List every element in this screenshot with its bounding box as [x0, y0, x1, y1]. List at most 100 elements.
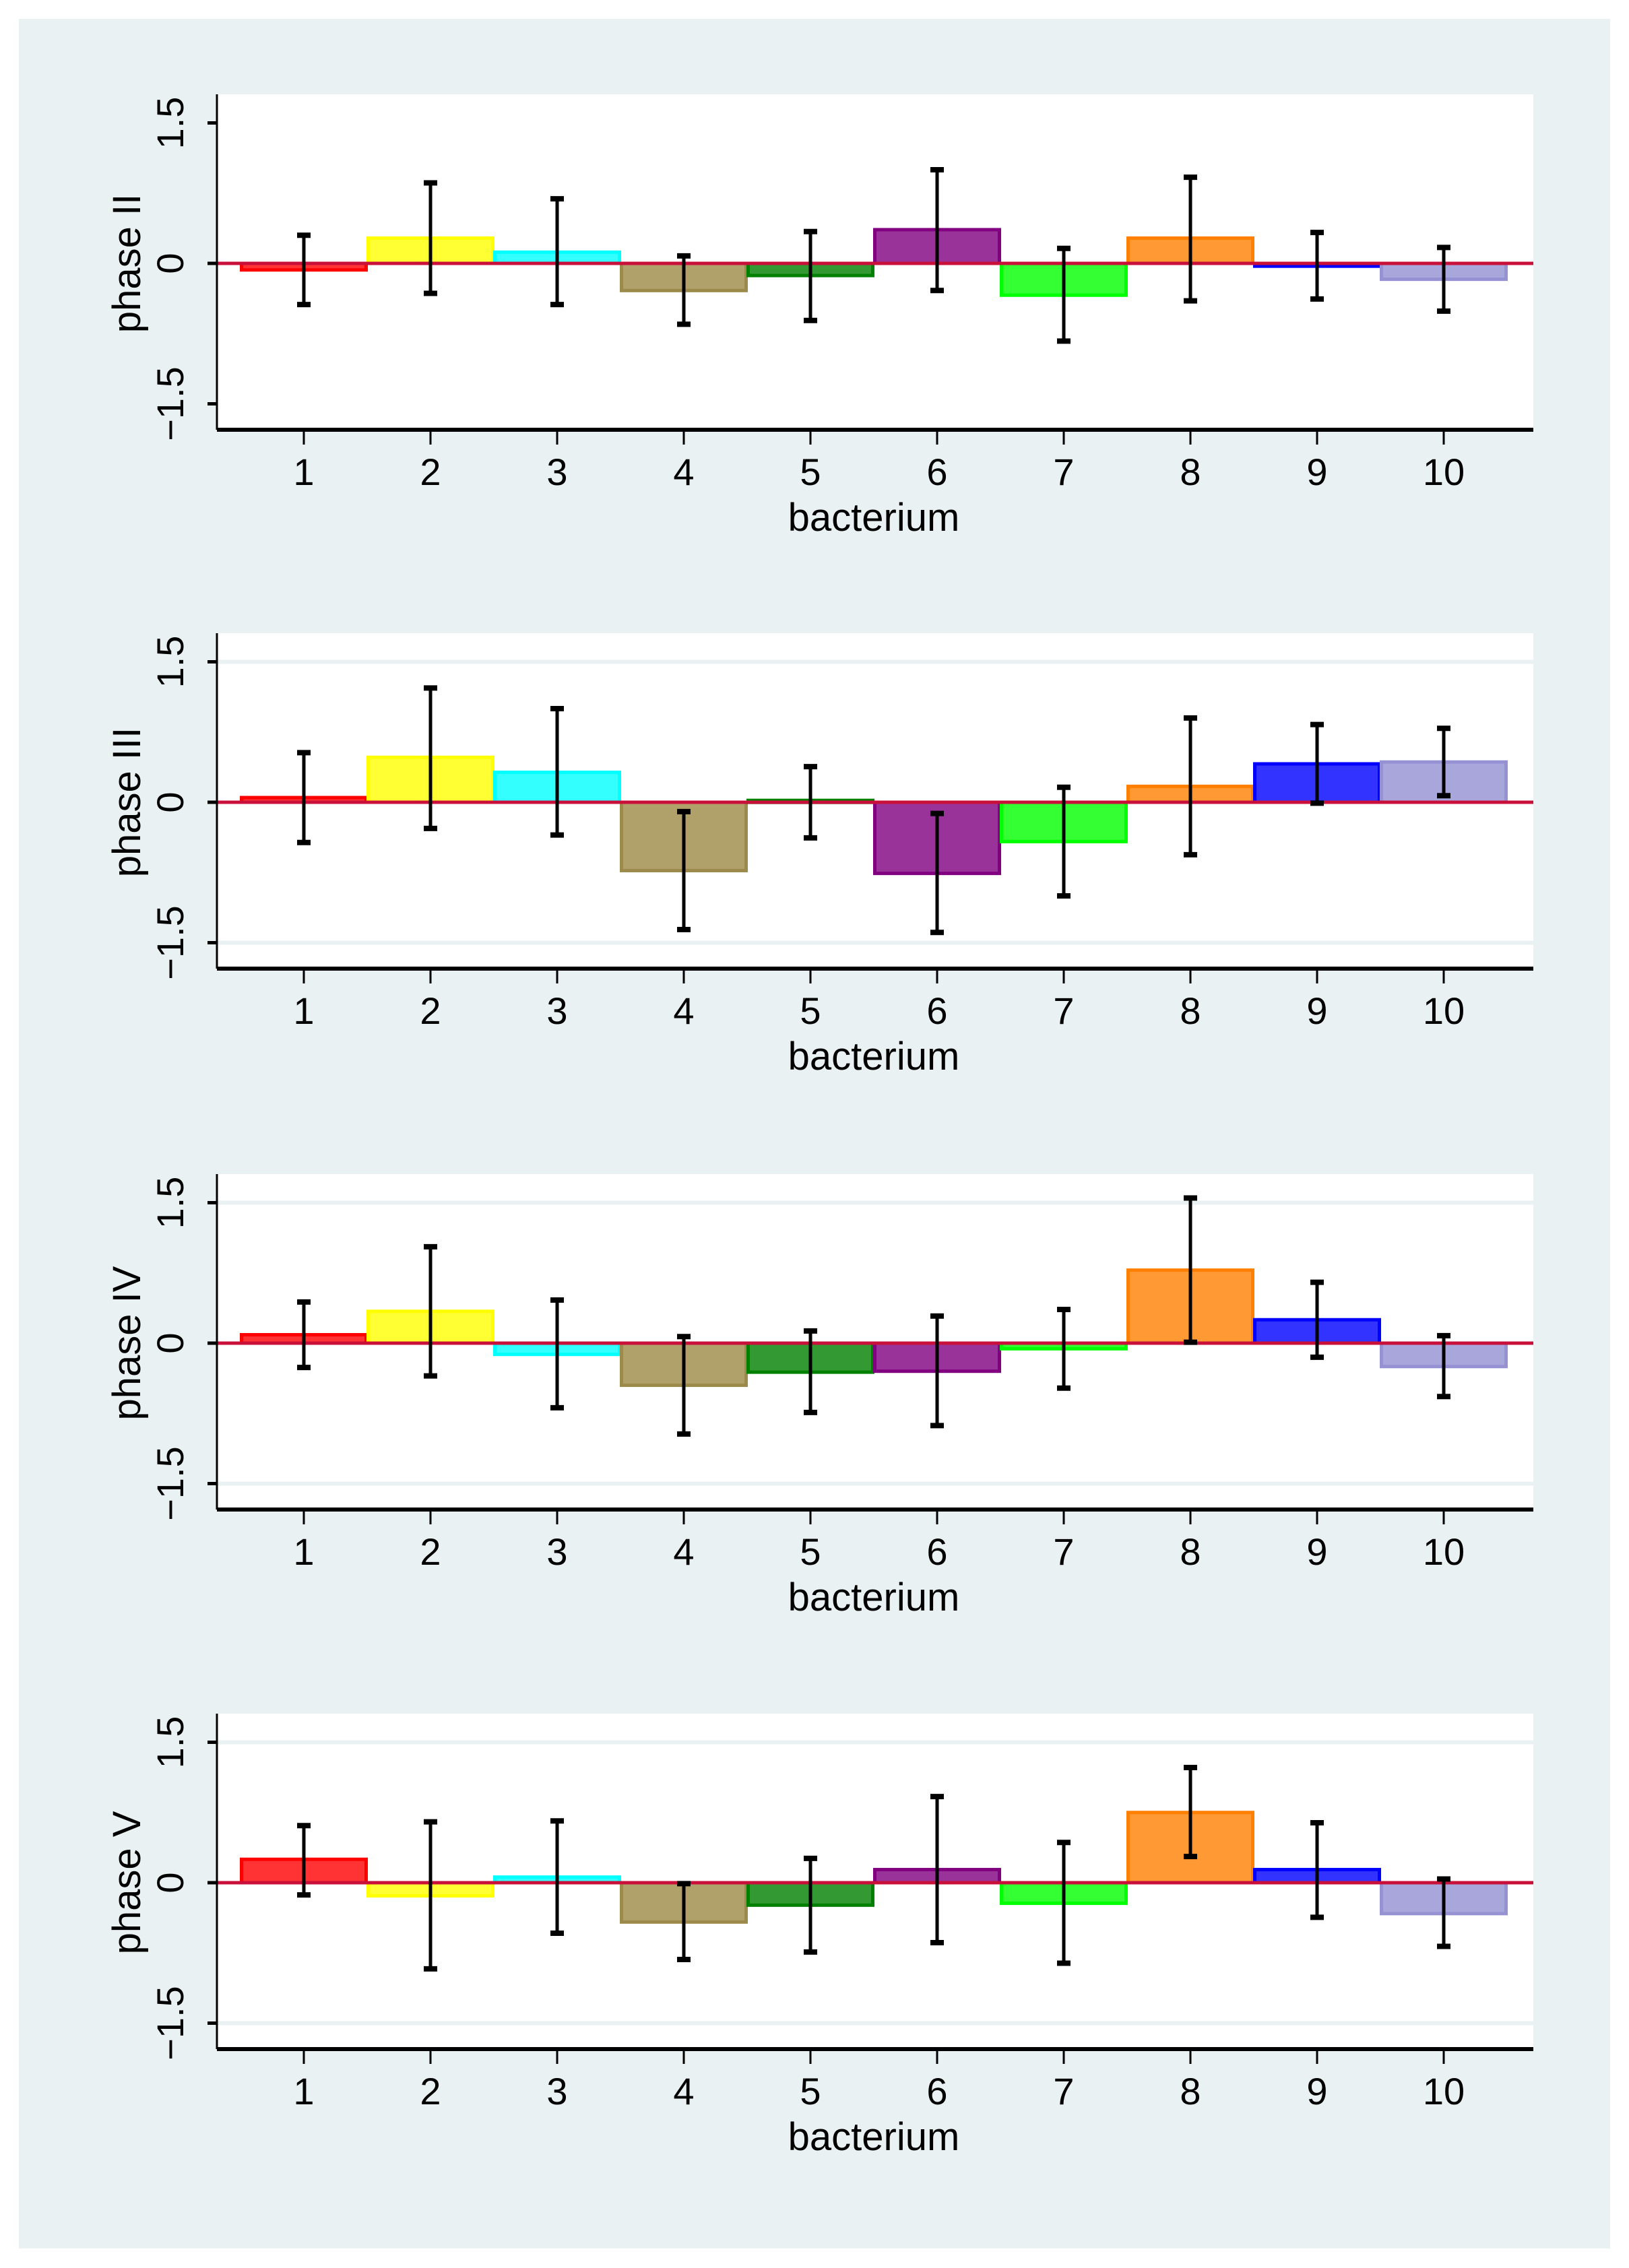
error-bar-bacterium-8: [1184, 715, 1197, 857]
y-tick-label: 1.5: [149, 97, 191, 150]
y-axis-title: phase V: [105, 1811, 149, 1954]
error-bar-bacterium-3: [550, 706, 564, 838]
error-bar-bacterium-3: [550, 1297, 564, 1411]
y-tick-label: −1.5: [149, 905, 191, 980]
x-tick-label: 7: [1053, 451, 1074, 493]
y-axis-title: phase IV: [105, 1266, 149, 1420]
y-tick-label: −1.5: [149, 366, 191, 441]
x-tick-label: 2: [420, 990, 441, 1032]
x-tick-label: 9: [1306, 990, 1327, 1032]
x-tick-label: 8: [1180, 2070, 1201, 2112]
error-bar-bacterium-9: [1310, 230, 1324, 302]
x-tick-label: 9: [1306, 1530, 1327, 1573]
x-tick-label: 10: [1423, 451, 1465, 493]
x-tick-label: 8: [1180, 1530, 1201, 1573]
x-axis-title: bacterium: [788, 2115, 960, 2159]
error-bar-bacterium-5: [804, 764, 817, 841]
error-bar-bacterium-3: [550, 196, 564, 308]
error-bar-bacterium-2: [424, 1819, 437, 1972]
y-tick-label: 1.5: [149, 636, 191, 688]
error-bar-bacterium-10: [1437, 1332, 1450, 1400]
error-bar-bacterium-6: [930, 167, 944, 294]
x-tick-label: 2: [420, 451, 441, 493]
x-tick-label: 1: [293, 451, 314, 493]
y-tick-label: 0: [149, 791, 191, 812]
x-tick-label: 6: [926, 990, 947, 1032]
error-bar-bacterium-8: [1184, 1765, 1197, 1860]
error-bar-bacterium-4: [677, 1881, 691, 1962]
error-bar-bacterium-8: [1184, 1195, 1197, 1345]
x-tick-label: 5: [800, 1530, 821, 1573]
x-axis-title: bacterium: [788, 1035, 960, 1078]
error-bar-bacterium-4: [677, 1334, 691, 1437]
error-bar-bacterium-3: [550, 1818, 564, 1937]
error-bar-bacterium-1: [297, 750, 311, 845]
error-bar-bacterium-7: [1057, 1306, 1071, 1391]
x-tick-label: 6: [926, 1530, 947, 1573]
x-tick-label: 10: [1423, 1530, 1465, 1573]
x-tick-label: 3: [546, 990, 567, 1032]
error-bar-bacterium-7: [1057, 245, 1071, 344]
x-tick-label: 8: [1180, 451, 1201, 493]
panel-phase-iv: 1.5 0 −1.5 1 2 3 4 5 6 7 8 9 10 bacterium phase IV: [105, 1174, 1533, 1619]
y-tick-label: 0: [149, 253, 191, 273]
x-tick-label: 4: [673, 990, 694, 1032]
x-tick-label: 3: [546, 2070, 567, 2112]
x-tick-label: 1: [293, 2070, 314, 2112]
y-tick-label: 1.5: [149, 1716, 191, 1769]
y-tick-label: 1.5: [149, 1177, 191, 1229]
x-tick-label: 7: [1053, 1530, 1074, 1573]
x-tick-label: 9: [1306, 2070, 1327, 2112]
x-tick-label: 7: [1053, 2070, 1074, 2112]
error-bar-bacterium-10: [1437, 725, 1450, 799]
error-bar-bacterium-6: [930, 1313, 944, 1429]
error-bar-bacterium-2: [424, 180, 437, 296]
error-bar-bacterium-4: [677, 253, 691, 327]
x-tick-label: 8: [1180, 990, 1201, 1032]
x-tick-label: 7: [1053, 990, 1074, 1032]
error-bar-bacterium-9: [1310, 1820, 1324, 1920]
x-tick-label: 5: [800, 2070, 821, 2112]
error-bar-bacterium-4: [677, 808, 691, 933]
error-bar-bacterium-5: [804, 1855, 817, 1955]
error-bar-bacterium-2: [424, 1243, 437, 1379]
x-tick-label: 5: [800, 451, 821, 493]
error-bar-bacterium-6: [930, 810, 944, 936]
x-axis-title: bacterium: [788, 1576, 960, 1619]
y-tick-label: −1.5: [149, 1446, 191, 1521]
x-tick-label: 3: [546, 1530, 567, 1573]
x-tick-label: 10: [1423, 2070, 1465, 2112]
error-bar-bacterium-7: [1057, 784, 1071, 899]
x-tick-label: 5: [800, 990, 821, 1032]
error-bar-bacterium-10: [1437, 245, 1450, 314]
error-bar-bacterium-7: [1057, 1840, 1071, 1966]
panel-phase-ii: 1.5 0 −1.5 1 2 3 4 5 6 7 8 9 10 bacterium phase II: [105, 94, 1533, 540]
y-axis-title: phase II: [105, 194, 149, 333]
error-bar-bacterium-8: [1184, 174, 1197, 304]
x-tick-label: 2: [420, 2070, 441, 2112]
x-tick-label: 6: [926, 2070, 947, 2112]
error-bar-bacterium-2: [424, 685, 437, 831]
x-tick-label: 4: [673, 2070, 694, 2112]
x-tick-label: 1: [293, 990, 314, 1032]
x-tick-label: 4: [673, 1530, 694, 1573]
y-tick-label: 0: [149, 1332, 191, 1353]
error-bar-bacterium-1: [297, 1823, 311, 1898]
panel-phase-iii: 1.5 0 −1.5 1 2 3 4 5 6 7 8 9 10 bacterium phase III: [105, 633, 1533, 1078]
error-bar-bacterium-6: [930, 1794, 944, 1945]
error-bar-bacterium-9: [1310, 1279, 1324, 1360]
x-tick-label: 10: [1423, 990, 1465, 1032]
y-tick-label: 0: [149, 1872, 191, 1893]
error-bar-bacterium-10: [1437, 1876, 1450, 1949]
error-bar-bacterium-1: [297, 1299, 311, 1371]
panel-phase-v: 1.5 0 −1.5 1 2 3 4 5 6 7 8 9 10 bacterium phase V: [105, 1714, 1533, 2159]
x-tick-label: 1: [293, 1530, 314, 1573]
y-axis-title: phase III: [105, 727, 149, 877]
error-bar-bacterium-9: [1310, 721, 1324, 806]
x-tick-label: 3: [546, 451, 567, 493]
x-tick-label: 4: [673, 451, 694, 493]
error-bar-bacterium-1: [297, 232, 311, 308]
error-bar-bacterium-5: [804, 1328, 817, 1415]
x-axis-title: bacterium: [788, 496, 960, 540]
